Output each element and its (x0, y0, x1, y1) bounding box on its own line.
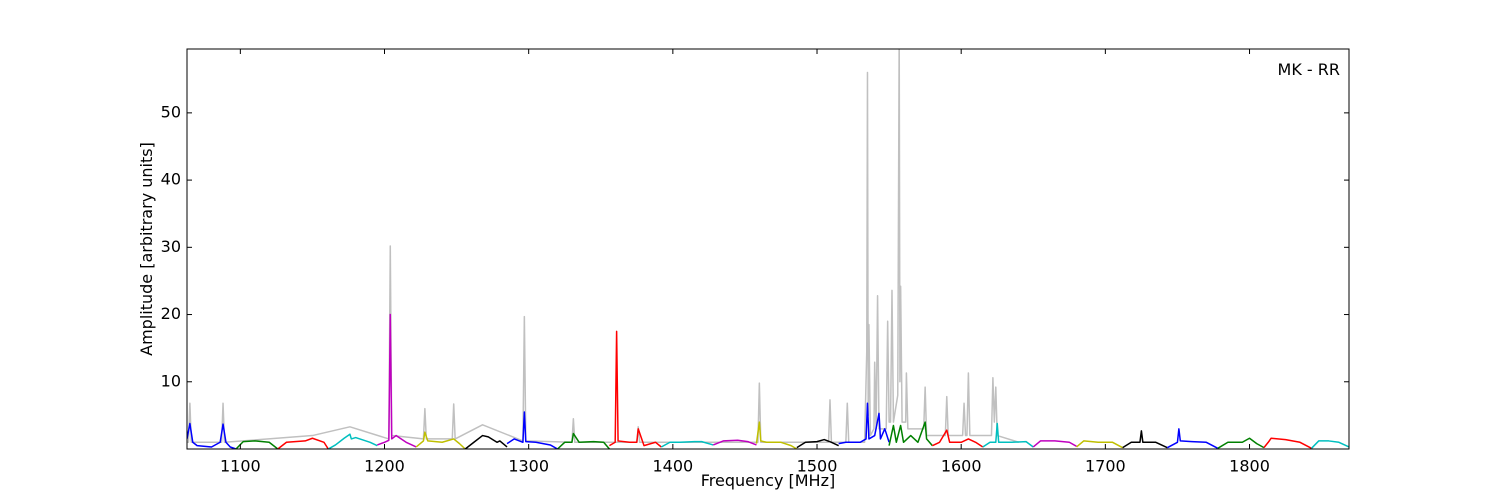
series-line (1310, 440, 1349, 449)
series-line (1032, 440, 1077, 448)
y-tick-label: 10 (161, 371, 181, 390)
series-line (1217, 437, 1265, 449)
x-tick-label: 1300 (508, 457, 549, 476)
series-line (506, 411, 558, 449)
series-line (982, 422, 1034, 448)
series-line (277, 437, 329, 449)
y-axis-label: Amplitude [arbitrary units] (137, 142, 156, 356)
x-tick-label: 1800 (1229, 457, 1270, 476)
y-tick-label: 20 (161, 304, 181, 323)
series-line (838, 402, 890, 445)
series-line (932, 429, 984, 448)
x-tick-label: 1100 (220, 457, 261, 476)
series-line (1076, 440, 1124, 449)
x-tick-label: 1200 (364, 457, 405, 476)
series-line (415, 431, 466, 449)
plot-area (187, 49, 1349, 449)
x-axis-label: Frequency [MHz] (701, 471, 835, 490)
series-line (1166, 428, 1219, 449)
x-tick-label: 1700 (1085, 457, 1126, 476)
series-line (557, 432, 610, 449)
series-line (1122, 430, 1168, 449)
y-tick-label: 40 (161, 170, 181, 189)
series-line (755, 421, 798, 449)
y-tick-label: 30 (161, 237, 181, 256)
series-line (660, 440, 714, 448)
x-tick-label: 1500 (797, 457, 838, 476)
series-line (327, 433, 378, 449)
series-line (464, 434, 508, 449)
x-tick-label: 1400 (652, 457, 693, 476)
axes-frame (186, 48, 1350, 450)
series-line (187, 422, 237, 449)
series-line (609, 330, 662, 448)
series-line (377, 313, 417, 448)
y-tick-label: 50 (161, 102, 181, 121)
series-line (187, 49, 1020, 444)
series-line (712, 439, 757, 446)
annotation: MK - RR (1278, 60, 1340, 79)
series-line (1263, 437, 1312, 449)
series-line (888, 421, 933, 447)
x-tick-label: 1600 (941, 457, 982, 476)
series-line (796, 438, 839, 449)
